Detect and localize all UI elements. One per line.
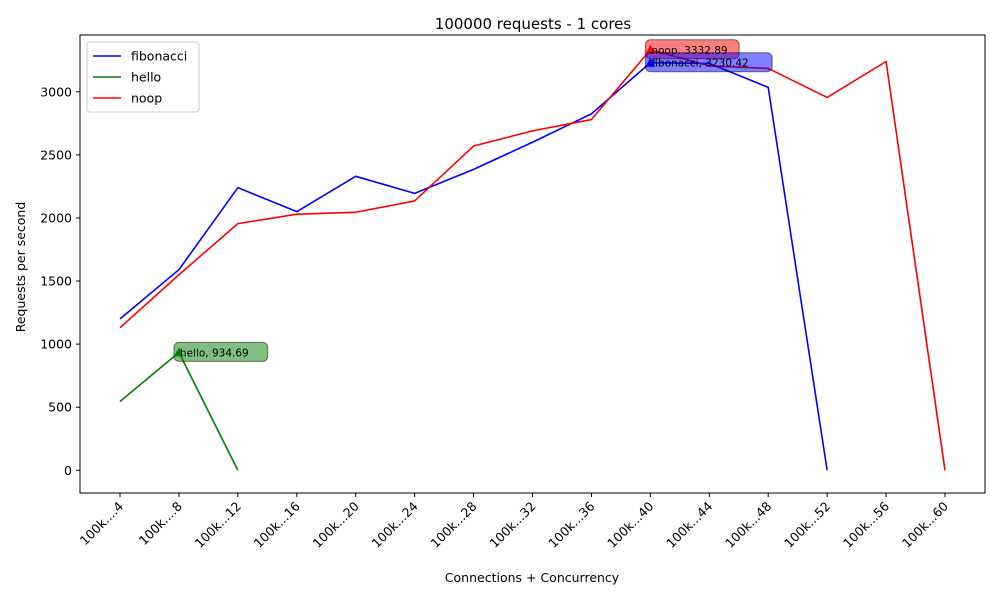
chart-title: 100000 requests - 1 cores [435, 15, 632, 33]
y-axis-label: Requests per second [13, 202, 28, 333]
x-tick-label: 100k...28 [427, 498, 479, 550]
y-tick-label: 2500 [40, 147, 72, 162]
x-tick-label: 100k...40 [604, 498, 656, 550]
y-tick-label: 1500 [40, 274, 72, 289]
annotation-box [644, 52, 773, 73]
x-tick-label: 100k...24 [368, 498, 420, 550]
legend-label-hello: hello [131, 70, 161, 85]
annotation-fibonacci: fibonacci, 3230.42 [644, 52, 773, 73]
series-line-hello [119, 351, 239, 471]
legend: fibonacci hello noop [86, 41, 200, 113]
x-tick-label: 100k...56 [840, 498, 892, 550]
legend-label-noop: noop [131, 91, 162, 106]
series-line-fibonacci [119, 61, 828, 471]
x-tick-label: 100k...60 [899, 498, 951, 550]
annotation-label: hello, 934.69 [180, 347, 249, 359]
x-tick-label: 100k...12 [192, 499, 244, 551]
series-line-noop [119, 48, 946, 471]
legend-box [86, 41, 200, 113]
y-tick-label: 2000 [40, 210, 72, 225]
x-tick-label: 100k...44 [663, 498, 715, 550]
x-tick-label: 100k...52 [781, 499, 833, 551]
x-tick-label: 100k...36 [545, 498, 597, 550]
annotation-label: fibonacci, 3230.42 [651, 58, 748, 70]
y-tick-label: 3000 [40, 84, 72, 99]
x-tick-label: 100k...20 [310, 498, 362, 550]
x-tick-label: 100k....8 [136, 498, 185, 547]
annotation-hello: hello, 934.69 [173, 341, 269, 362]
x-tick-label: 100k....4 [77, 498, 126, 547]
y-tick-label: 0 [64, 463, 72, 478]
x-axis-label: Connections + Concurrency [445, 570, 620, 585]
x-tick-label: 100k...16 [251, 498, 303, 550]
y-tick-label: 1000 [40, 337, 72, 352]
y-tick-label: 500 [48, 400, 72, 415]
legend-label-fibonacci: fibonacci [131, 49, 187, 64]
annotation-box [173, 341, 269, 362]
x-tick-label: 100k...48 [722, 498, 774, 550]
x-tick-label: 100k...32 [486, 499, 538, 551]
